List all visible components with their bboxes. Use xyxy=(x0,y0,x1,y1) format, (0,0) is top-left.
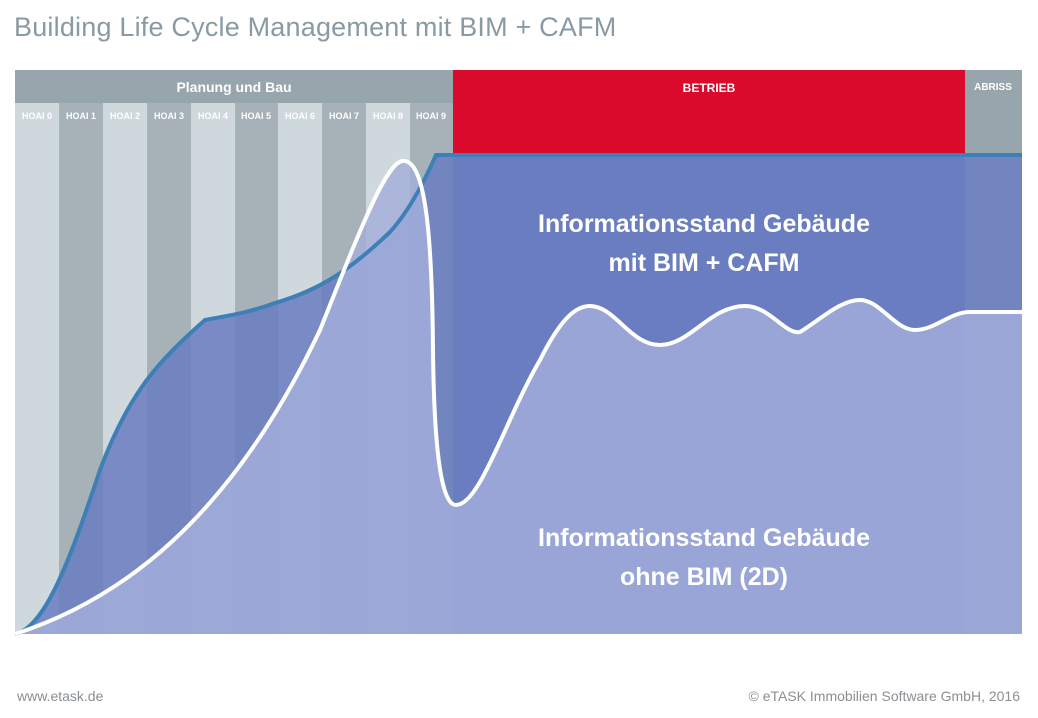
hoai-label: HOAI 1 xyxy=(66,111,96,121)
betrieb-header xyxy=(453,70,965,155)
hoai-label: HOAI 6 xyxy=(285,111,315,121)
hoai-label: HOAI 5 xyxy=(241,111,271,121)
copyright-notice: © eTASK Immobilien Software GmbH, 2016 xyxy=(748,688,1021,704)
no-bim-label-line1: Informationsstand Gebäude xyxy=(538,524,870,552)
hoai-label: HOAI 3 xyxy=(154,111,184,121)
abriss-label: ABRISS xyxy=(974,82,1012,93)
page-title: Building Life Cycle Management mit BIM +… xyxy=(14,12,617,42)
hoai-label: HOAI 0 xyxy=(22,111,52,121)
hoai-label: HOAI 7 xyxy=(329,111,359,121)
planung-header xyxy=(15,70,453,103)
hoai-label: HOAI 9 xyxy=(416,111,446,121)
no-bim-label-line2: ohne BIM (2D) xyxy=(620,563,788,591)
hoai-labels: HOAI 0 HOAI 1 HOAI 2 HOAI 3 HOAI 4 HOAI … xyxy=(22,111,446,121)
hoai-label: HOAI 8 xyxy=(373,111,403,121)
bim-cafm-label-line2: mit BIM + CAFM xyxy=(609,249,800,277)
bim-cafm-label-line1: Informationsstand Gebäude xyxy=(538,210,870,238)
hoai-label: HOAI 4 xyxy=(198,111,228,121)
planung-label: Planung und Bau xyxy=(176,79,291,95)
abriss-header xyxy=(965,70,1022,155)
hoai-column-0 xyxy=(15,103,59,634)
betrieb-label: BETRIEB xyxy=(683,81,736,95)
hoai-label: HOAI 2 xyxy=(110,111,140,121)
bim-cafm-line xyxy=(14,153,1022,636)
no-bim-line xyxy=(14,158,1022,636)
no-bim-area xyxy=(15,160,1022,634)
website-link[interactable]: www.etask.de xyxy=(17,688,104,704)
